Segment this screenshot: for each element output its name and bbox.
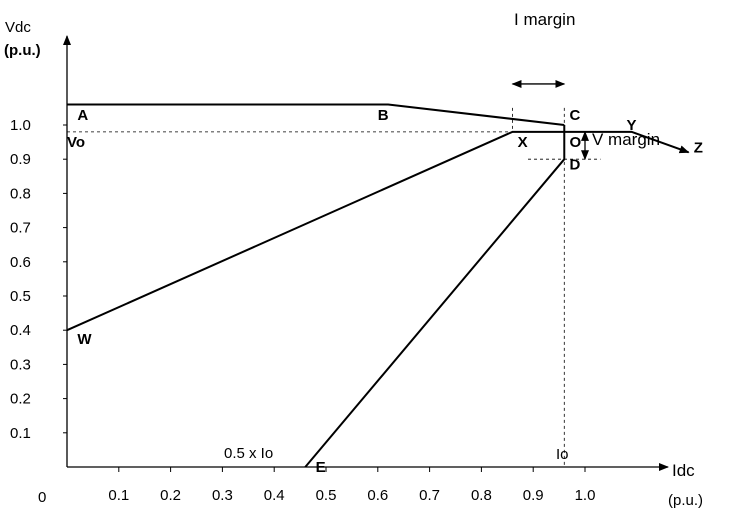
x-tick-label: 0.5 bbox=[316, 487, 337, 504]
half-io-label: 0.5 x Io bbox=[224, 445, 273, 462]
y-tick-label: 0.3 bbox=[10, 356, 31, 373]
characteristic-line bbox=[304, 125, 566, 468]
origin-label: 0 bbox=[38, 489, 46, 506]
y-tick-label: 0.6 bbox=[10, 254, 31, 271]
x-tick-label: 0.7 bbox=[419, 487, 440, 504]
point-label-w: W bbox=[77, 331, 92, 348]
point-label-x: X bbox=[518, 134, 528, 151]
y-tick-label: 0.5 bbox=[10, 288, 31, 305]
characteristic-line bbox=[67, 103, 565, 126]
y-tick-label: 1.0 bbox=[10, 117, 31, 134]
y-tick-label: 0.2 bbox=[10, 391, 31, 408]
y-tick-label: 0.8 bbox=[10, 185, 31, 202]
x-tick-label: 0.9 bbox=[523, 487, 544, 504]
point-label-o: O bbox=[569, 134, 581, 151]
point-label-e: E bbox=[316, 459, 326, 476]
y-tick-label: 0.7 bbox=[10, 220, 31, 237]
x-tick-label: 0.6 bbox=[367, 487, 388, 504]
point-labels: A B C Y Z Vo X OD W E bbox=[67, 107, 703, 476]
x-tick-label: 0.1 bbox=[108, 487, 129, 504]
x-tick-label: 0.4 bbox=[264, 487, 285, 504]
y-tick-label: 0.9 bbox=[10, 151, 31, 168]
y-tick-label: 0.1 bbox=[10, 425, 31, 442]
characteristic-line bbox=[66, 130, 565, 332]
x-axis-title-line1: Idc bbox=[672, 461, 695, 480]
y-axis-title-line2: (p.u.) bbox=[4, 42, 41, 59]
i-margin-label: I margin bbox=[514, 10, 575, 29]
io-label: Io bbox=[556, 446, 569, 463]
x-tick-label: 0.8 bbox=[471, 487, 492, 504]
point-label-z: Z bbox=[694, 139, 703, 156]
series-lines bbox=[66, 103, 690, 468]
axes bbox=[63, 35, 669, 472]
characteristic-line bbox=[564, 130, 690, 154]
x-axis-title-line2: (p.u.) bbox=[668, 492, 703, 509]
point-label-b: B bbox=[378, 107, 389, 124]
y-tick-label: 0.4 bbox=[10, 322, 31, 339]
y-axis-title-line1: Vdc bbox=[5, 19, 31, 36]
point-label-c: C bbox=[569, 107, 580, 124]
reference-lines bbox=[67, 79, 601, 467]
point-label-d: D bbox=[569, 156, 580, 173]
x-tick-label: 1.0 bbox=[575, 487, 596, 504]
x-tick-label: 0.3 bbox=[212, 487, 233, 504]
x-tick-label: 0.2 bbox=[160, 487, 181, 504]
point-label-a: A bbox=[77, 107, 88, 124]
tick-labels: 0.1 0.2 0.3 0.4 0.5 0.6 0.7 0.8 0.9 1.0 0.1 0.2 0.3 0… bbox=[10, 117, 595, 504]
point-label-vo: Vo bbox=[67, 134, 85, 151]
v-margin-label: V margin bbox=[592, 130, 660, 149]
point-label-y: Y bbox=[626, 117, 636, 134]
